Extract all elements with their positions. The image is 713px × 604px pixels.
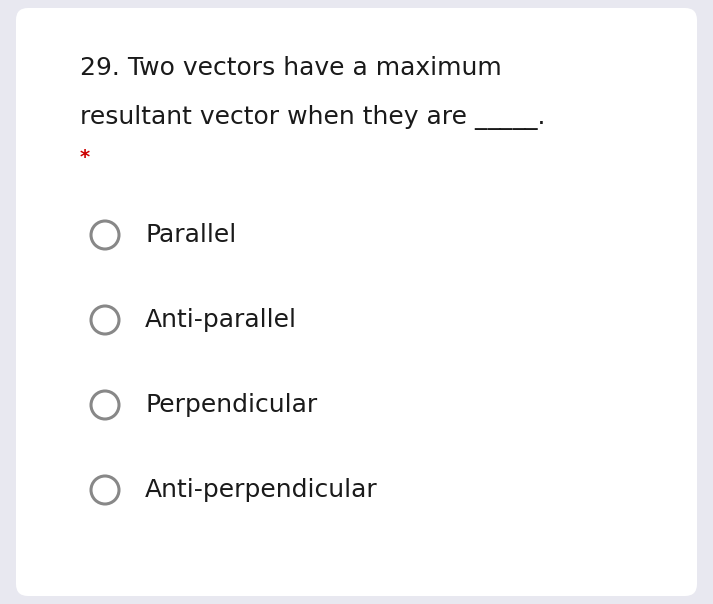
Text: Anti-perpendicular: Anti-perpendicular <box>145 478 378 502</box>
Text: resultant vector when they are _____.: resultant vector when they are _____. <box>80 106 545 130</box>
Text: 29. Two vectors have a maximum: 29. Two vectors have a maximum <box>80 56 502 80</box>
Text: *: * <box>80 149 90 167</box>
Text: Perpendicular: Perpendicular <box>145 393 317 417</box>
Text: Anti-parallel: Anti-parallel <box>145 308 297 332</box>
Text: Parallel: Parallel <box>145 223 236 247</box>
FancyBboxPatch shape <box>16 8 697 596</box>
